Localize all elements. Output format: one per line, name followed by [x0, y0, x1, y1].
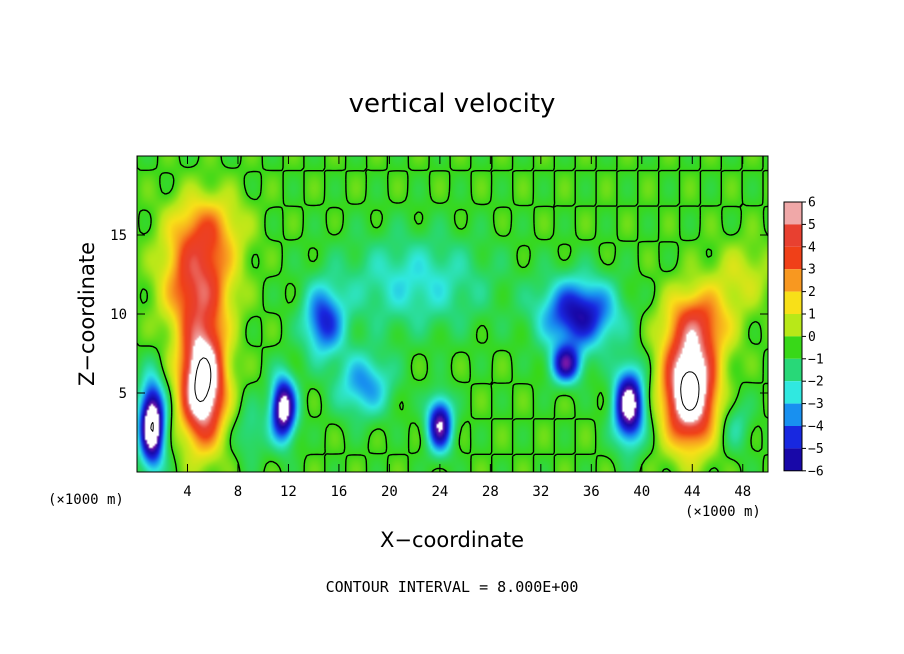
colorbar-swatch: [784, 403, 802, 426]
x-tick-label: 16: [330, 484, 347, 500]
contour-interval-note: CONTOUR INTERVAL = 8.000E+00: [326, 578, 579, 596]
colorbar-label: 0: [808, 330, 816, 345]
heatmap-field: [137, 156, 768, 472]
x-tick-label: 48: [734, 484, 751, 500]
x-tick-label: 36: [583, 484, 600, 500]
colorbar-label: 1: [808, 308, 816, 323]
colorbar-swatch: [784, 224, 802, 247]
y-tick-label: 10: [110, 307, 127, 323]
y-tick-label: 15: [110, 228, 127, 244]
colorbar-swatch: [784, 336, 802, 359]
colorbar-label: −1: [808, 352, 824, 367]
x-tick-label: 44: [684, 484, 701, 500]
colorbar-label: 2: [808, 285, 816, 300]
colorbar-swatch: [784, 269, 802, 292]
colorbar-label: −4: [808, 420, 824, 435]
colorbar-label: 5: [808, 218, 816, 233]
x-axis-title: X−coordinate: [380, 528, 524, 552]
contour-negative: [150, 421, 154, 432]
x-tick-label: 40: [633, 484, 650, 500]
colorbar-swatch: [784, 291, 802, 314]
x-tick-label: 20: [381, 484, 398, 500]
y-tick-label: 5: [119, 386, 127, 402]
y-axis-title: Z−coordinate: [75, 242, 99, 386]
colorbar-label: −3: [808, 397, 824, 412]
x-tick-label: 8: [234, 484, 242, 500]
colorbar-swatch: [784, 202, 802, 225]
colorbar-swatch: [784, 448, 802, 471]
colorbar-swatch: [784, 358, 802, 382]
x-tick-label: 12: [280, 484, 297, 500]
colorbar-label: 6: [808, 196, 816, 211]
colorbar-swatch: [784, 426, 802, 449]
y-axis: 5 10 15: [110, 228, 768, 402]
colorbar-swatch: [784, 381, 802, 404]
colorbar-label: −6: [808, 464, 824, 479]
x-tick-label: 32: [532, 484, 549, 500]
x-unit-left: (×1000 m): [48, 492, 124, 508]
x-axis: 4 8 12 16 20 24 28 32 36 40 44 48: [183, 156, 751, 500]
x-unit-right: (×1000 m): [685, 504, 761, 520]
contour-zero: [137, 156, 768, 472]
x-tick-label: 24: [431, 484, 448, 500]
chart-title: vertical velocity: [349, 89, 556, 119]
heatmap-raster: [137, 156, 768, 472]
contour-positive: [194, 357, 700, 411]
colorbar-label: 3: [808, 263, 816, 278]
colorbar-swatch: [784, 246, 802, 270]
colorbar-swatch: [784, 314, 802, 337]
colorbar: 6 5 4 3 2 1 0 −1 −2 −3 −4 −5 −6: [783, 196, 824, 479]
colorbar-label: 4: [808, 240, 816, 255]
x-tick-label: 4: [183, 484, 191, 500]
colorbar-label: −2: [808, 375, 824, 390]
x-tick-label: 28: [482, 484, 499, 500]
colorbar-label: −5: [808, 442, 824, 457]
contour-lines: [137, 156, 768, 472]
